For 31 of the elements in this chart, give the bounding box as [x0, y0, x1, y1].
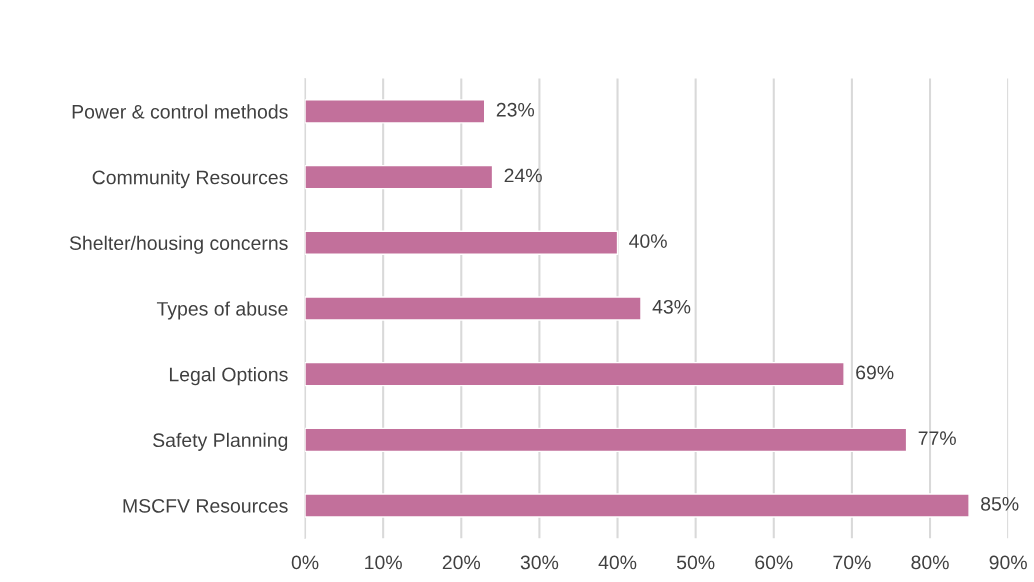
x-tick-label: 70%: [833, 555, 871, 570]
data-label: 23%: [496, 102, 535, 117]
data-label: 69%: [856, 365, 894, 380]
data-label: 40%: [629, 234, 667, 248]
bar: [305, 164, 494, 190]
bar: [305, 99, 486, 124]
data-label: 77%: [918, 431, 956, 445]
bar: [305, 361, 845, 387]
y-tick-label: MSCFV Resources: [123, 498, 288, 513]
y-tick-label: Safety Planning: [153, 432, 288, 451]
y-tick-label: Community Resources: [92, 170, 288, 189]
y-tick-label: Shelter/housing concerns: [69, 235, 288, 254]
y-tick-label: Types of abuse: [156, 301, 288, 320]
bar: [305, 230, 619, 255]
y-tick-label: Power & control methods: [72, 104, 288, 119]
x-tick-label: 60%: [755, 555, 793, 570]
x-tick-label: 30%: [520, 555, 559, 570]
bar: [305, 427, 908, 453]
x-tick-label: 50%: [676, 555, 715, 570]
x-tick-label: 20%: [442, 555, 481, 570]
y-tick-label: Legal Options: [169, 367, 288, 386]
bar: [305, 493, 970, 518]
data-label: 43%: [652, 299, 691, 314]
x-tick-label: 80%: [911, 555, 949, 570]
x-tick-label: 40%: [598, 555, 637, 570]
x-tick-label: 10%: [365, 555, 402, 570]
x-tick-label: 0%: [291, 555, 319, 570]
bar: [305, 296, 642, 321]
data-label: 24%: [504, 168, 542, 183]
data-label: 85%: [981, 496, 1019, 511]
x-tick-label: 90%: [989, 555, 1027, 570]
